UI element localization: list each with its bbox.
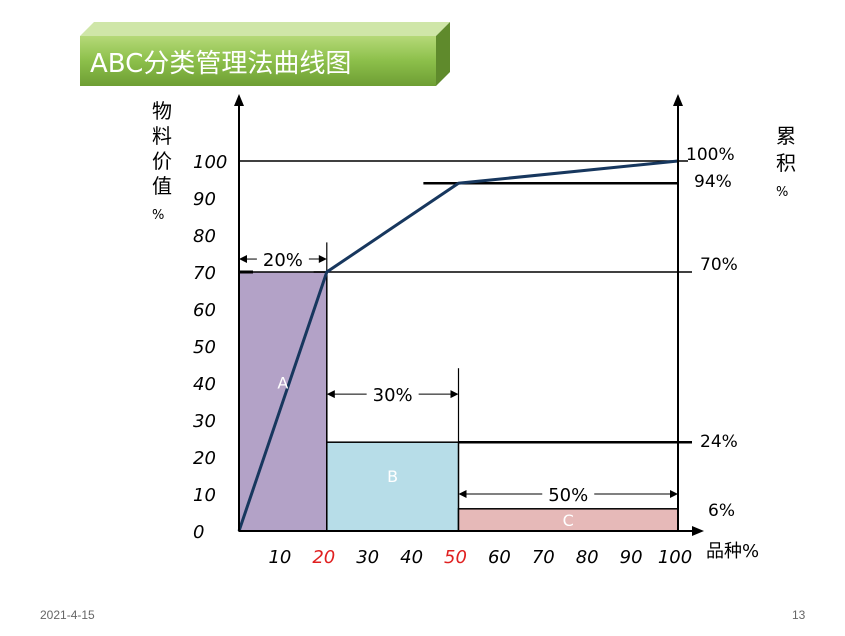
x-tick-label: 30 — [356, 547, 379, 568]
title-bevel-right — [436, 22, 450, 86]
right-axis-title-char: 积 — [776, 151, 796, 175]
right-axis-title-char: 累 — [776, 124, 796, 148]
y-tick-label: 70 — [193, 263, 216, 284]
x-tick-label: 90 — [620, 547, 643, 568]
y-tick-label: 90 — [193, 189, 216, 210]
span-arrow-right-0 — [318, 255, 327, 264]
y-tick-label: 40 — [193, 374, 216, 395]
y-axis-title-char: % — [152, 208, 164, 223]
bar-b — [326, 441, 460, 532]
span-arrow-left-2 — [458, 490, 467, 498]
right-label: 6% — [708, 501, 735, 521]
span-arrow-right-2 — [670, 490, 678, 498]
title-face — [80, 36, 436, 86]
footer-page-number: 13 — [792, 608, 806, 622]
y-tick-label: 10 — [193, 485, 216, 506]
title-bevel-top — [80, 22, 450, 36]
y-tick-label: 50 — [193, 337, 216, 358]
span-arrow-left-0 — [239, 255, 247, 264]
y-tick-label: 80 — [193, 226, 216, 247]
y-axis-title-char: 值 — [152, 174, 172, 198]
bar-label-c: C — [563, 511, 574, 530]
x-tick-label: 10 — [268, 547, 291, 568]
y-tick-label: 60 — [193, 300, 216, 321]
x-tick-label: 80 — [576, 547, 599, 568]
x-axis-arrow — [692, 526, 704, 536]
bar-c — [457, 508, 679, 532]
bar-label-a: A — [277, 374, 288, 393]
footer-date: 2021-4-15 — [40, 608, 95, 622]
cumulative-curve — [237, 159, 679, 532]
y-tick-label: 20 — [193, 448, 216, 469]
y-tick-label: 100 — [193, 152, 227, 173]
right-label: 70% — [700, 255, 738, 275]
page-title: ABC分类管理法曲线图 — [90, 49, 351, 79]
x-tick-label: 100 — [658, 547, 692, 568]
x-tick-label: 20 — [312, 547, 335, 568]
x-tick-label: 40 — [400, 547, 423, 568]
right-axis-title-char: % — [776, 185, 788, 200]
y-axis-title-char: 价 — [152, 149, 172, 173]
span-arrow-left-1 — [326, 390, 335, 399]
y-axis-right-arrow — [673, 94, 683, 106]
right-label: 94% — [694, 172, 732, 192]
right-label: 100% — [686, 145, 735, 165]
y-axis-left-arrow — [234, 94, 244, 106]
y-axis-title-char: 物 — [152, 99, 172, 123]
bar-label-b: B — [387, 467, 398, 486]
span-label-1: 30% — [373, 385, 413, 406]
y-tick-label: 0 — [193, 522, 204, 543]
bar-a — [238, 271, 328, 532]
span-label-2: 50% — [548, 485, 588, 506]
title-banner: ABC分类管理法曲线图 — [80, 22, 450, 86]
y-tick-label: 30 — [193, 411, 216, 432]
span-arrow-right-1 — [450, 390, 459, 399]
span-label-0: 20% — [263, 250, 303, 271]
x-tick-label: 70 — [532, 547, 555, 568]
x-tick-label: 60 — [488, 547, 511, 568]
x-tick-label: 50 — [444, 547, 467, 568]
y-axis-title-char: 料 — [152, 124, 172, 148]
x-axis-title: 品种% — [706, 541, 759, 562]
right-label: 24% — [700, 432, 738, 452]
